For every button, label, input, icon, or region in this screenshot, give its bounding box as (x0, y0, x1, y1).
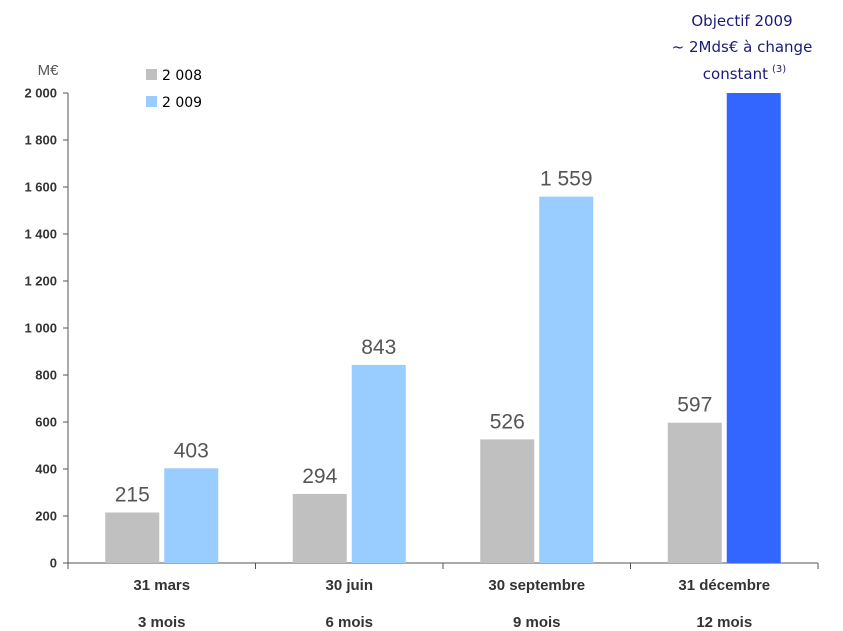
annotation-line-1: Objectif 2009 (691, 12, 792, 30)
y-tick-label: 1 800 (24, 133, 57, 148)
value-label: 1 559 (540, 168, 593, 191)
bar-2009-3 (539, 196, 594, 563)
x-category-label: 30 juin (325, 577, 373, 594)
x-category-label: 31 mars (133, 577, 190, 594)
x-subcategory-label: 9 mois (513, 614, 561, 631)
x-subcategory-label: 12 mois (696, 614, 752, 631)
annotation-line-3: constant (703, 65, 768, 83)
bar-2009-2 (351, 364, 406, 563)
value-labels: 215 403 294 843 526 1 559 597 (115, 168, 713, 507)
value-label: 526 (490, 410, 525, 433)
value-label: 843 (361, 336, 396, 359)
bar-2008-3 (480, 439, 535, 563)
annotation-line-2: ~ 2Mds€ à change (672, 38, 813, 56)
bars (105, 93, 781, 563)
axes: 0 200 400 600 800 1 000 1 200 1 400 1 600 1 800 2 … (24, 62, 819, 631)
legend-swatch (146, 69, 157, 80)
y-tick-label: 1 400 (24, 227, 57, 242)
y-tick-label: 1 000 (24, 321, 57, 336)
x-category-label: 30 septembre (488, 577, 585, 594)
value-label: 294 (302, 465, 337, 488)
y-tick-label: 1 200 (24, 274, 57, 289)
legend-swatch (146, 96, 157, 107)
legend: 2 008 2 009 (146, 68, 202, 111)
bar-2008-2 (292, 493, 347, 563)
y-tick-label: 200 (35, 509, 57, 524)
y-tick-label: 400 (35, 462, 57, 477)
value-label: 403 (174, 439, 209, 462)
y-tick-label: 0 (50, 556, 57, 571)
legend-label: 2 009 (162, 95, 202, 111)
y-tick-label: 600 (35, 415, 57, 430)
y-tick-label: 2 000 (24, 86, 57, 101)
annotation: Objectif 2009 ~ 2Mds€ à change constant (3) (672, 12, 813, 83)
value-label: 597 (677, 394, 712, 417)
bar-2009-4 (726, 93, 781, 563)
y-unit-label: M€ (38, 62, 59, 79)
legend-label: 2 008 (162, 68, 202, 84)
value-label: 215 (115, 483, 150, 506)
bar-2008-1 (105, 512, 160, 563)
y-tick-label: 800 (35, 368, 57, 383)
bar-2009-1 (164, 468, 219, 563)
x-subcategory-label: 6 mois (325, 614, 373, 631)
y-tick-label: 1 600 (24, 180, 57, 195)
annotation-footnote-ref: (3) (772, 64, 786, 75)
bar-2008-4 (667, 422, 722, 563)
x-subcategory-label: 3 mois (138, 614, 186, 631)
x-category-label: 31 décembre (678, 577, 770, 594)
